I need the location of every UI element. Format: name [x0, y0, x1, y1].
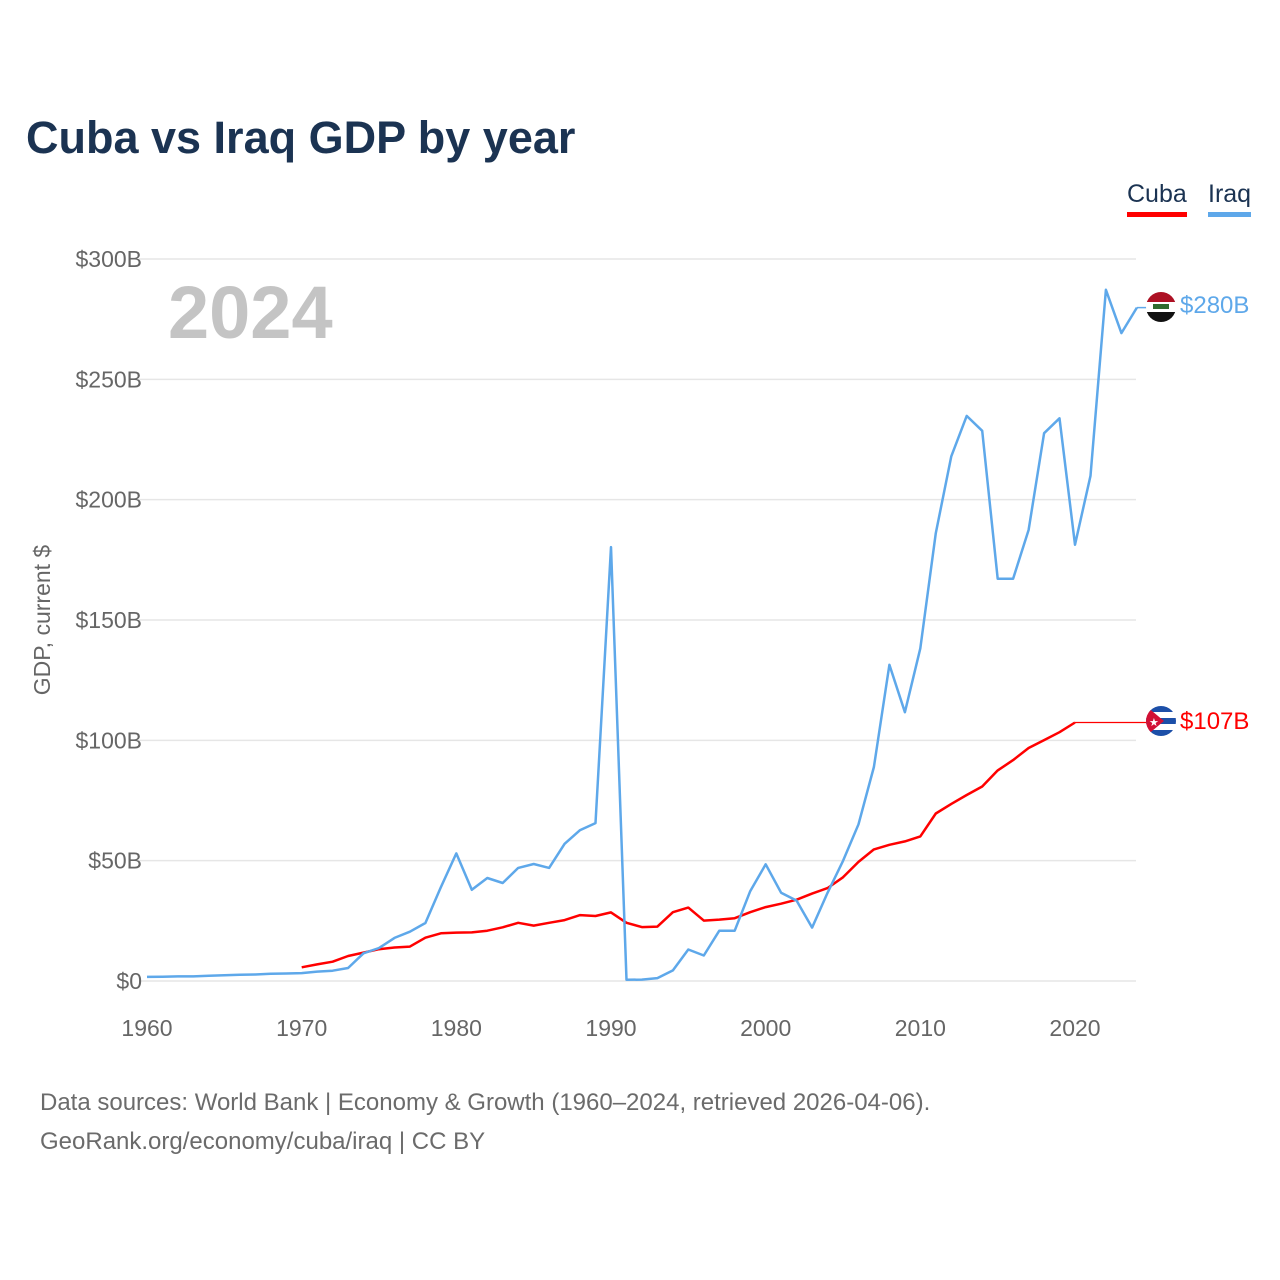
cuba-flag-icon: ★ — [1146, 706, 1176, 736]
iraq-gdp-line — [146, 288, 1138, 982]
y-tick-label: $100B — [75, 727, 142, 753]
y-tick-label: $0 — [116, 968, 142, 994]
y-tick-label: $250B — [75, 366, 142, 392]
x-tick-label: 2020 — [1049, 1015, 1100, 1041]
svg-text:★: ★ — [1149, 717, 1159, 729]
y-axis-label: GDP, current $ — [29, 545, 55, 696]
legend-item-cuba[interactable]: Cuba — [1127, 180, 1187, 217]
chart-title: Cuba vs Iraq GDP by year — [26, 112, 576, 163]
y-tick-label: $150B — [75, 607, 142, 633]
footer-sources: Data sources: World Bank | Economy & Gro… — [40, 1089, 931, 1116]
y-tick-label: $50B — [88, 848, 142, 874]
iraq-end-label: $280B — [1180, 292, 1249, 319]
footer-link[interactable]: GeoRank.org/economy/cuba/iraq | CC BY — [40, 1128, 486, 1155]
cuba-gdp-line — [301, 721, 1076, 969]
iraq-flag-icon — [1146, 292, 1176, 322]
legend-item-iraq[interactable]: Iraq — [1208, 180, 1252, 217]
x-tick-label: 2000 — [740, 1015, 791, 1041]
y-tick-label: $200B — [75, 487, 142, 513]
x-tick-label: 1970 — [276, 1015, 327, 1041]
x-tick-label: 1990 — [585, 1015, 636, 1041]
year-watermark: 2024 — [168, 271, 333, 354]
x-tick-label: 2010 — [895, 1015, 946, 1041]
y-tick-label: $300B — [75, 246, 142, 272]
source-footer: Data sources: World Bank | Economy & Gro… — [40, 1083, 930, 1161]
x-tick-label: 1980 — [431, 1015, 482, 1041]
cuba-end-label: $107B — [1180, 708, 1249, 735]
x-tick-label: 1960 — [121, 1015, 172, 1041]
